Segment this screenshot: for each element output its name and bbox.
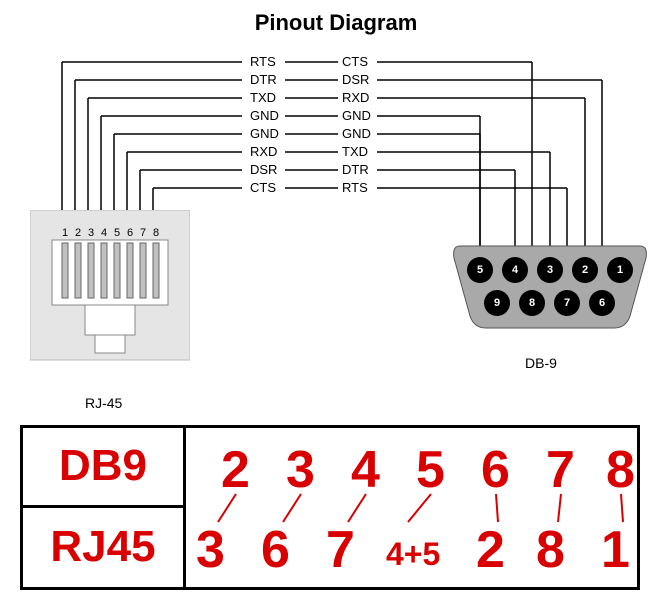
map-head-rj45: RJ45 (23, 508, 186, 588)
svg-text:RXD: RXD (342, 90, 369, 105)
svg-text:DSR: DSR (342, 72, 369, 87)
map-db9-val: 2 (221, 440, 250, 500)
map-row-db9: 2345678 (186, 428, 637, 508)
svg-text:9: 9 (494, 297, 500, 309)
svg-text:6: 6 (599, 297, 605, 309)
svg-text:TXD: TXD (250, 90, 276, 105)
map-rj45-val: 3 (196, 520, 225, 580)
svg-text:CTS: CTS (250, 180, 276, 195)
svg-text:3: 3 (88, 227, 94, 239)
svg-text:5: 5 (114, 227, 120, 239)
svg-text:8: 8 (153, 227, 159, 239)
mapping-table: DB9 2345678 RJ45 3674+5281 (20, 425, 640, 590)
svg-text:TXD: TXD (342, 144, 368, 159)
map-rj45-val: 8 (536, 520, 565, 580)
map-head-db9: DB9 (23, 428, 186, 508)
map-row-rj45: 367 4+5 281 (186, 508, 637, 588)
map-db9-val: 7 (546, 440, 575, 500)
svg-text:RXD: RXD (250, 144, 277, 159)
map-db9-val: 4 (351, 440, 380, 500)
svg-text:GND: GND (250, 108, 279, 123)
svg-text:GND: GND (342, 126, 371, 141)
map-rj45-val: 4+5 (386, 536, 440, 573)
svg-text:4: 4 (512, 264, 519, 276)
db9-label: DB-9 (525, 355, 557, 371)
svg-text:2: 2 (582, 264, 588, 276)
svg-text:DTR: DTR (342, 162, 369, 177)
map-rj45-val: 7 (326, 520, 355, 580)
svg-text:4: 4 (101, 227, 107, 239)
svg-text:1: 1 (617, 264, 623, 276)
map-db9-val: 3 (286, 440, 315, 500)
map-db9-val: 8 (606, 440, 635, 500)
svg-text:RTS: RTS (250, 54, 276, 69)
map-db9-val: 6 (481, 440, 510, 500)
svg-text:DTR: DTR (250, 72, 277, 87)
svg-text:6: 6 (127, 227, 133, 239)
map-rj45-val: 6 (261, 520, 290, 580)
svg-text:3: 3 (547, 264, 553, 276)
rj45-label: RJ-45 (85, 395, 122, 411)
svg-text:8: 8 (529, 297, 535, 309)
svg-text:7: 7 (140, 227, 146, 239)
page-title: Pinout Diagram (0, 10, 672, 36)
rj45-connector: 12345678 (30, 210, 190, 390)
svg-text:5: 5 (477, 264, 483, 276)
map-rj45-val: 1 (601, 520, 630, 580)
map-db9-val: 5 (416, 440, 445, 500)
db9-connector: 5 4 3 2 1 9 8 7 6 (450, 238, 650, 333)
map-rj45-val: 2 (476, 520, 505, 580)
svg-text:2: 2 (75, 227, 81, 239)
svg-text:CTS: CTS (342, 54, 368, 69)
svg-text:7: 7 (564, 297, 570, 309)
svg-text:1: 1 (62, 227, 68, 239)
svg-text:RTS: RTS (342, 180, 368, 195)
svg-text:GND: GND (250, 126, 279, 141)
svg-text:DSR: DSR (250, 162, 277, 177)
svg-text:GND: GND (342, 108, 371, 123)
